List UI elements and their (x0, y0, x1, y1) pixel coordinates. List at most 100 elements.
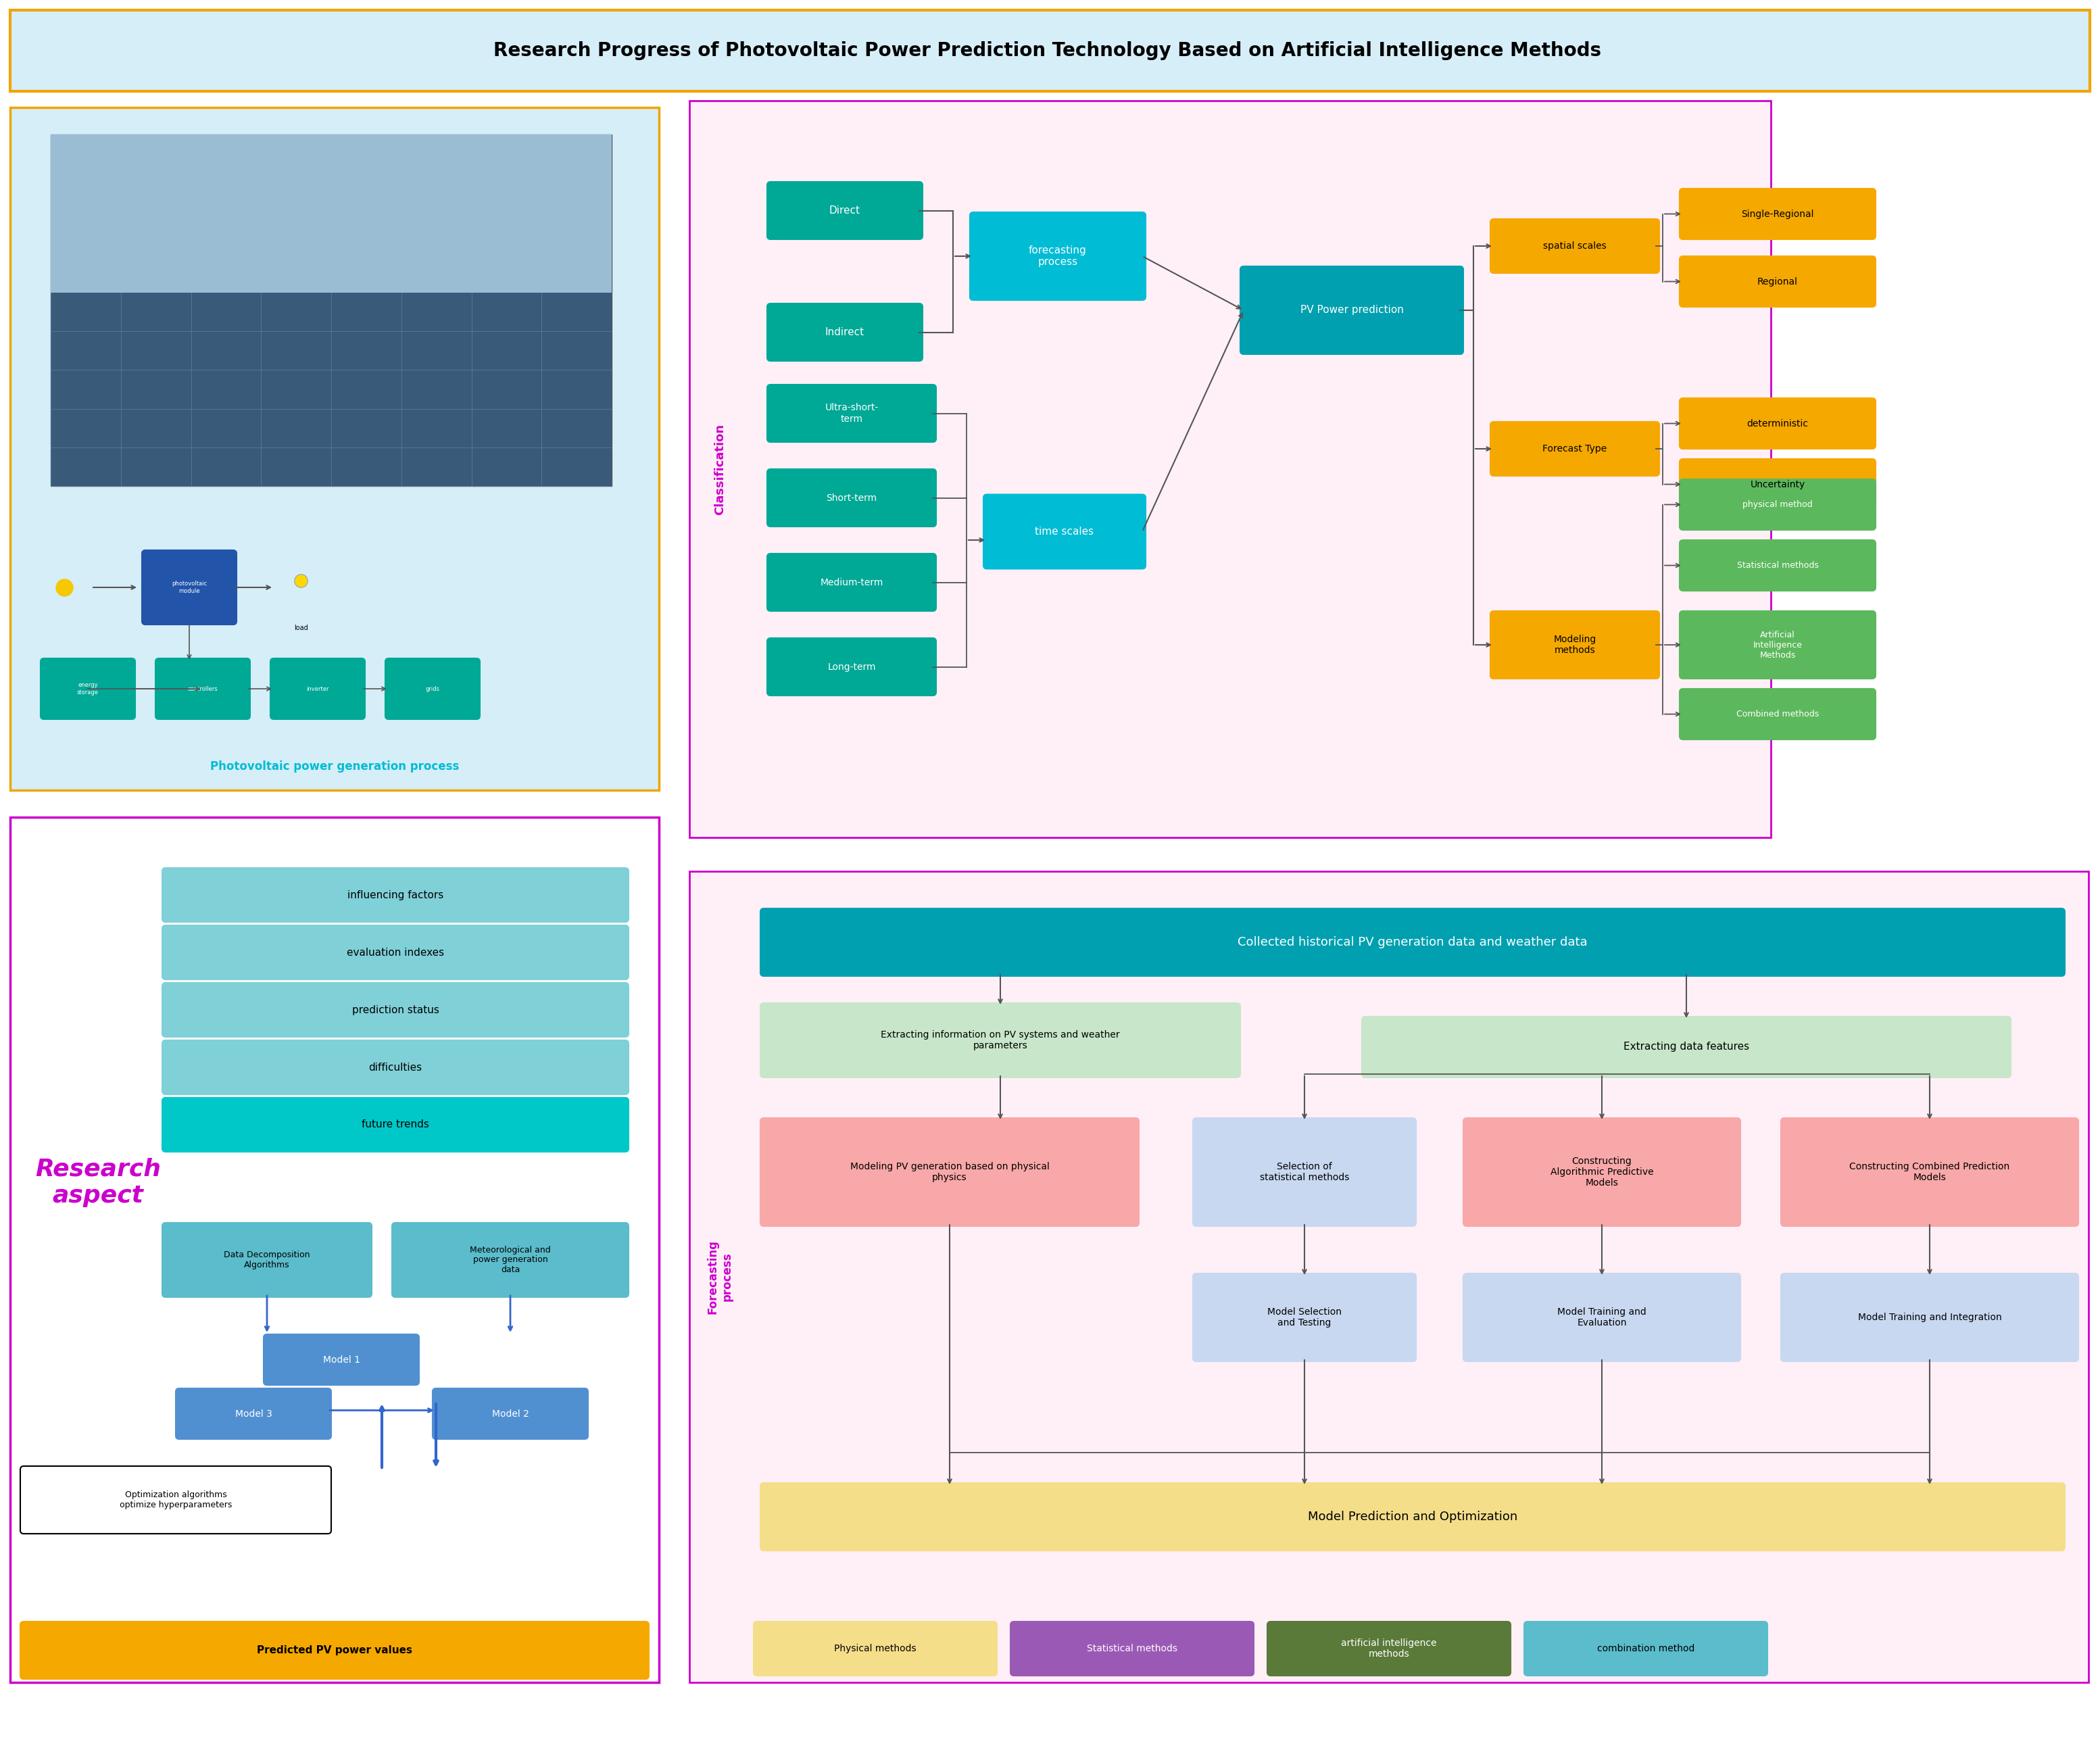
Text: Constructing
Algorithmic Predictive
Models: Constructing Algorithmic Predictive Mode… (1550, 1157, 1653, 1188)
Text: Optimization algorithms
optimize hyperparameters: Optimization algorithms optimize hyperpa… (120, 1491, 231, 1508)
FancyBboxPatch shape (143, 550, 237, 625)
FancyBboxPatch shape (1491, 219, 1659, 273)
Bar (689, 102, 1770, 838)
FancyBboxPatch shape (162, 868, 628, 922)
Text: spatial scales: spatial scales (1544, 242, 1606, 250)
FancyBboxPatch shape (40, 658, 134, 719)
Bar (10, 10, 2089, 91)
Text: inverter: inverter (307, 686, 330, 691)
Text: load: load (294, 625, 309, 632)
FancyBboxPatch shape (983, 495, 1147, 569)
Bar (50, 292, 611, 486)
Text: Extracting information on PV systems and weather
parameters: Extracting information on PV systems and… (880, 1031, 1119, 1050)
Text: Model 3: Model 3 (235, 1409, 273, 1419)
Text: Model 2: Model 2 (491, 1409, 529, 1419)
Text: Research
aspect: Research aspect (36, 1157, 162, 1207)
FancyBboxPatch shape (760, 1003, 1241, 1078)
FancyBboxPatch shape (162, 1097, 628, 1152)
FancyBboxPatch shape (162, 1040, 628, 1094)
Text: Extracting data features: Extracting data features (1623, 1041, 1749, 1052)
FancyBboxPatch shape (1680, 480, 1875, 530)
Text: Data Decomposition
Algorithms: Data Decomposition Algorithms (225, 1251, 311, 1269)
FancyBboxPatch shape (1010, 1622, 1254, 1676)
FancyBboxPatch shape (176, 1388, 332, 1438)
FancyBboxPatch shape (760, 908, 2064, 976)
Text: photovoltaic
module: photovoltaic module (172, 581, 208, 593)
FancyBboxPatch shape (1680, 690, 1875, 740)
Text: combination method: combination method (1596, 1643, 1695, 1654)
Text: evaluation indexes: evaluation indexes (346, 947, 443, 957)
FancyBboxPatch shape (265, 1334, 420, 1384)
FancyBboxPatch shape (1464, 1274, 1741, 1361)
Text: Research Progress of Photovoltaic Power Prediction Technology Based on Artificia: Research Progress of Photovoltaic Power … (494, 42, 1602, 60)
Text: Constructing Combined Prediction
Models: Constructing Combined Prediction Models (1850, 1162, 2010, 1183)
Text: Modeling PV generation based on physical
physics: Modeling PV generation based on physical… (850, 1162, 1050, 1183)
Text: Modeling
methods: Modeling methods (1554, 635, 1596, 654)
FancyBboxPatch shape (766, 639, 937, 695)
FancyBboxPatch shape (1193, 1118, 1415, 1227)
FancyBboxPatch shape (1464, 1118, 1741, 1227)
Text: future trends: future trends (361, 1120, 428, 1130)
FancyBboxPatch shape (384, 658, 481, 719)
FancyBboxPatch shape (1680, 189, 1875, 240)
FancyBboxPatch shape (1781, 1274, 2079, 1361)
FancyBboxPatch shape (754, 1622, 998, 1676)
Text: Long-term: Long-term (827, 662, 876, 672)
FancyBboxPatch shape (1680, 399, 1875, 448)
Text: Model Training and
Evaluation: Model Training and Evaluation (1558, 1307, 1646, 1328)
Text: Ultra-short-
term: Ultra-short- term (825, 402, 878, 424)
Text: Indirect: Indirect (825, 327, 865, 338)
Text: artificial intelligence
methods: artificial intelligence methods (1342, 1638, 1436, 1659)
FancyBboxPatch shape (155, 658, 250, 719)
Text: Direct: Direct (830, 205, 861, 215)
Text: Physical methods: Physical methods (834, 1643, 916, 1654)
FancyBboxPatch shape (970, 212, 1147, 299)
FancyBboxPatch shape (21, 1622, 649, 1678)
Text: forecasting
process: forecasting process (1029, 245, 1088, 268)
Text: Forecast Type: Forecast Type (1544, 444, 1606, 453)
FancyBboxPatch shape (1363, 1017, 2012, 1078)
FancyBboxPatch shape (1680, 255, 1875, 306)
FancyBboxPatch shape (760, 1118, 1138, 1227)
FancyBboxPatch shape (1193, 1274, 1415, 1361)
FancyBboxPatch shape (1680, 541, 1875, 592)
Text: Model Training and Integration: Model Training and Integration (1858, 1312, 2001, 1323)
Text: physical method: physical method (1743, 500, 1812, 509)
Text: PV Power prediction: PV Power prediction (1300, 304, 1403, 315)
FancyBboxPatch shape (766, 303, 922, 360)
Text: difficulties: difficulties (370, 1062, 422, 1073)
FancyBboxPatch shape (766, 385, 937, 443)
Bar (10, 817, 659, 1682)
Text: prediction status: prediction status (353, 1004, 439, 1015)
FancyBboxPatch shape (1491, 611, 1659, 679)
FancyBboxPatch shape (162, 1223, 372, 1297)
FancyBboxPatch shape (1781, 1118, 2079, 1227)
Text: Photovoltaic power generation process: Photovoltaic power generation process (210, 761, 460, 772)
Bar (50, 135, 611, 292)
FancyBboxPatch shape (1266, 1622, 1510, 1676)
FancyBboxPatch shape (1680, 458, 1875, 509)
FancyBboxPatch shape (162, 926, 628, 980)
Text: energy
storage: energy storage (78, 682, 99, 695)
Text: Artificial
Intelligence
Methods: Artificial Intelligence Methods (1753, 630, 1802, 660)
Text: Single-Regional: Single-Regional (1741, 210, 1814, 219)
FancyBboxPatch shape (1680, 611, 1875, 679)
Bar (50, 135, 611, 486)
FancyBboxPatch shape (1241, 266, 1464, 354)
FancyBboxPatch shape (1491, 422, 1659, 476)
FancyBboxPatch shape (766, 553, 937, 611)
Text: time scales: time scales (1035, 527, 1094, 537)
FancyBboxPatch shape (766, 469, 937, 527)
FancyBboxPatch shape (393, 1223, 628, 1297)
FancyBboxPatch shape (760, 1482, 2064, 1550)
Text: influencing factors: influencing factors (346, 889, 443, 900)
Text: Medium-term: Medium-term (821, 578, 884, 586)
FancyBboxPatch shape (766, 182, 922, 240)
Text: controllers: controllers (187, 686, 218, 691)
Bar (689, 871, 2090, 1682)
Text: Statistical methods: Statistical methods (1737, 562, 1819, 570)
Text: Uncertainty: Uncertainty (1749, 480, 1806, 488)
Text: Model 1: Model 1 (323, 1354, 359, 1365)
Text: deterministic: deterministic (1747, 418, 1808, 429)
FancyBboxPatch shape (162, 984, 628, 1038)
